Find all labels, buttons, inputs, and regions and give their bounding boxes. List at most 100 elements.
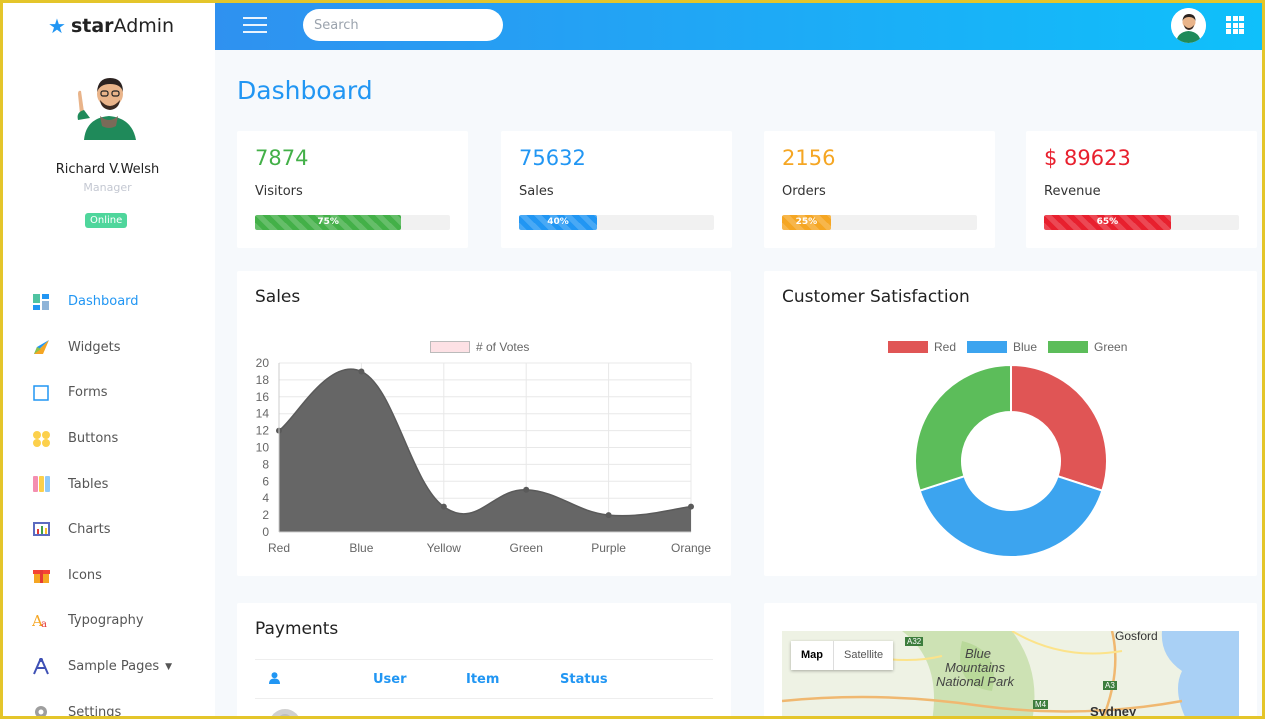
sidebar-item-sample-pages[interactable]: Sample Pages ▼ (0, 644, 215, 690)
page-title: Dashboard (237, 76, 373, 105)
legend-item[interactable]: Green (1048, 340, 1127, 354)
menu-toggle-icon[interactable] (243, 17, 267, 33)
sidebar-menu: Dashboard Widgets Forms Buttons Tables (0, 279, 215, 719)
x-tick-label: Orange (671, 541, 711, 555)
legend-label: # of Votes (476, 340, 530, 354)
gift-icon (32, 566, 50, 584)
stat-value: $ 89623 (1044, 146, 1131, 170)
sidebar-item-forms[interactable]: Forms (0, 370, 215, 416)
legend-item[interactable]: Red (888, 340, 956, 354)
x-tick-label: Purple (591, 541, 626, 555)
forms-icon (32, 384, 50, 402)
map-tab-satellite[interactable]: Satellite (844, 649, 884, 661)
data-point[interactable] (605, 512, 612, 519)
sidebar-item-icons[interactable]: Icons (0, 553, 215, 599)
buttons-icon (32, 430, 50, 448)
column-header-item[interactable]: Item (466, 672, 500, 687)
sidebar-item-label: Charts (68, 522, 111, 538)
search-input[interactable] (303, 9, 503, 41)
y-tick-label: 6 (262, 474, 269, 488)
payments-card: Payments User Item Status (237, 603, 731, 719)
map-tab-map[interactable]: Map (791, 641, 834, 670)
brand-logo[interactable]: ★ star Admin (48, 14, 174, 38)
profile-name: Richard V.Welsh (55, 162, 160, 177)
brand-name-rest: Admin (113, 15, 175, 37)
legend-item[interactable]: Blue (967, 340, 1037, 354)
map-label-blue: Blue (965, 646, 992, 661)
legend-label: Red (934, 340, 957, 354)
road-shield-a3: A3 (1103, 681, 1117, 690)
stat-value: 2156 (782, 146, 836, 170)
sidebar-item-tables[interactable]: Tables (0, 461, 215, 507)
stat-card-orders: 2156 Orders 25% (764, 131, 995, 248)
avatar (270, 709, 300, 719)
stat-label: Orders (782, 184, 826, 199)
gear-icon (32, 703, 50, 719)
map-label-mountains: Mountains (945, 660, 1005, 675)
svg-text:a: a (41, 619, 47, 629)
data-point[interactable] (358, 368, 365, 375)
stat-value: 7874 (255, 146, 309, 170)
doughnut-slice-green[interactable] (914, 363, 1012, 492)
user-avatar[interactable] (1171, 8, 1206, 43)
map-label-national-park: National Park (936, 674, 1015, 689)
sales-chart-card: Sales # of Votes 0 2 4 6 8 10 12 14 16 18 20 Red Blu… (237, 271, 731, 576)
y-tick-label: 4 (262, 491, 269, 505)
legend-swatch (1048, 341, 1089, 353)
sidebar-item-widgets[interactable]: Widgets (0, 325, 215, 371)
doughnut-slice-red[interactable] (1010, 363, 1108, 492)
charts-icon (32, 521, 50, 539)
map-label-gosford: Gosford (1115, 631, 1158, 643)
sidebar-item-label: Widgets (68, 339, 121, 355)
sales-area-chart: 0 2 4 6 8 10 12 14 16 18 20 Red Blue Yellow Green Purpl… (256, 356, 712, 555)
status-badge: Online (85, 213, 128, 228)
brand-name-bold: star (70, 15, 114, 37)
y-tick-label: 14 (256, 407, 270, 421)
column-header-user[interactable]: User (373, 672, 407, 687)
compass-icon (32, 658, 50, 676)
card-title: Payments (255, 619, 339, 639)
sidebar-item-settings[interactable]: Settings (0, 689, 215, 719)
sidebar-item-label: Forms (68, 385, 108, 401)
progress-fill: 65% (1044, 215, 1171, 230)
data-point[interactable] (523, 486, 530, 493)
stat-card-sales: 75632 Sales 40% (501, 131, 732, 248)
column-header-status[interactable]: Status (560, 672, 608, 687)
road-shield-m4: M4 (1033, 700, 1049, 709)
stat-value: 75632 (519, 146, 586, 170)
data-point[interactable] (440, 503, 447, 510)
x-tick-label: Green (510, 541, 543, 555)
progress-bar: 75% (255, 215, 450, 230)
widgets-icon (32, 338, 50, 356)
sidebar-item-label: Buttons (68, 431, 119, 447)
y-tick-label: 2 (262, 508, 269, 522)
table-header: User Item Status (255, 659, 713, 699)
sidebar-item-dashboard[interactable]: Dashboard (0, 279, 215, 325)
stat-label: Revenue (1044, 184, 1101, 199)
chart-legend[interactable]: # of Votes (430, 340, 529, 354)
progress-bar: 65% (1044, 215, 1239, 230)
sidebar-item-buttons[interactable]: Buttons (0, 416, 215, 462)
top-navbar (215, 0, 1265, 50)
apps-grid-icon[interactable] (1226, 16, 1244, 34)
sidebar: ★ star Admin Richard V.Welsh Manager Onli… (0, 0, 215, 719)
y-tick-label: 0 (262, 525, 269, 539)
svg-text:A: A (32, 612, 43, 629)
sidebar-item-charts[interactable]: Charts (0, 507, 215, 553)
y-tick-label: 20 (256, 356, 270, 370)
data-point[interactable] (688, 503, 694, 510)
satisfaction-chart-card: Customer Satisfaction Red Blue Green (764, 271, 1257, 576)
map-card: Map Satellite Gosford Blue Mountains Nat… (764, 603, 1257, 719)
map-view[interactable]: Map Satellite Gosford Blue Mountains Nat… (782, 631, 1239, 719)
tables-icon (32, 475, 50, 493)
doughnut-slice-blue[interactable] (918, 474, 1104, 558)
card-title: Customer Satisfaction (782, 287, 970, 307)
legend-label: Green (1094, 340, 1128, 354)
sidebar-item-label: Sample Pages (68, 659, 160, 675)
profile-avatar[interactable] (72, 66, 142, 140)
road-shield-a32: A32 (905, 637, 924, 646)
y-tick-label: 18 (256, 373, 270, 387)
map-tiles (782, 631, 1239, 719)
